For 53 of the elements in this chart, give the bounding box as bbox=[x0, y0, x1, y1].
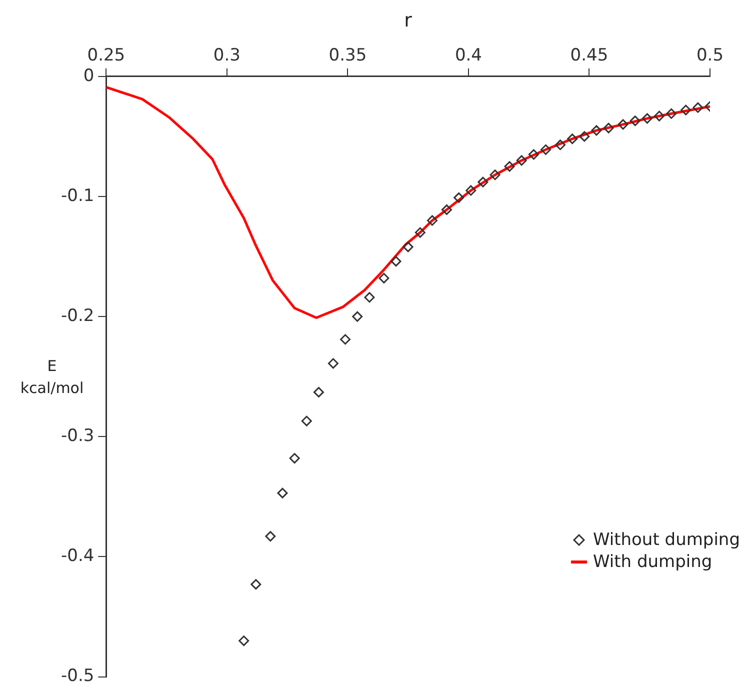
y-tick-label: -0.3 bbox=[61, 426, 94, 446]
point bbox=[289, 453, 300, 464]
point bbox=[528, 149, 539, 160]
point bbox=[490, 170, 500, 180]
point bbox=[654, 110, 665, 122]
point bbox=[414, 227, 426, 238]
y-tick-label: -0.1 bbox=[61, 186, 94, 206]
point bbox=[567, 134, 578, 144]
x-tick-label: 0.5 bbox=[696, 46, 724, 66]
x-tick-label: 0.3 bbox=[213, 46, 240, 66]
point bbox=[328, 358, 338, 369]
point bbox=[504, 161, 515, 172]
x-tick-label: 0.35 bbox=[328, 46, 367, 66]
point bbox=[692, 102, 704, 113]
point bbox=[642, 113, 652, 124]
y-tick-label: -0.4 bbox=[61, 546, 94, 566]
x-tick-label: 0.45 bbox=[570, 46, 608, 66]
point bbox=[466, 185, 476, 196]
legend-label: With dumping bbox=[592, 552, 712, 572]
point bbox=[591, 125, 602, 136]
point bbox=[301, 416, 312, 426]
point bbox=[666, 108, 677, 119]
point bbox=[352, 311, 363, 322]
x-tick-label: 0.25 bbox=[87, 46, 126, 66]
point bbox=[516, 155, 527, 166]
point bbox=[340, 334, 351, 345]
point bbox=[238, 636, 250, 646]
point bbox=[402, 242, 414, 252]
point bbox=[630, 116, 640, 126]
point bbox=[540, 144, 552, 155]
point bbox=[250, 579, 262, 590]
point bbox=[364, 292, 375, 303]
point bbox=[454, 192, 464, 203]
point bbox=[277, 488, 288, 498]
point bbox=[378, 272, 390, 284]
point bbox=[265, 531, 276, 542]
point bbox=[426, 215, 438, 226]
point bbox=[441, 204, 452, 215]
point bbox=[478, 176, 488, 188]
x-axis-title: r bbox=[404, 9, 412, 32]
y-tick-label: -0.5 bbox=[61, 666, 94, 686]
point bbox=[313, 386, 324, 398]
point bbox=[555, 140, 566, 150]
y-tick-label: -0.2 bbox=[61, 306, 94, 326]
point bbox=[680, 104, 692, 116]
point bbox=[579, 131, 590, 142]
x-tick-label: 0.4 bbox=[454, 46, 482, 66]
legend-label: Without dumping bbox=[592, 530, 740, 550]
point bbox=[390, 256, 402, 267]
y-tick-label: 0 bbox=[83, 66, 94, 86]
point bbox=[618, 119, 628, 130]
y-axis-title: E kcal/mol bbox=[19, 356, 85, 399]
point bbox=[603, 122, 614, 134]
